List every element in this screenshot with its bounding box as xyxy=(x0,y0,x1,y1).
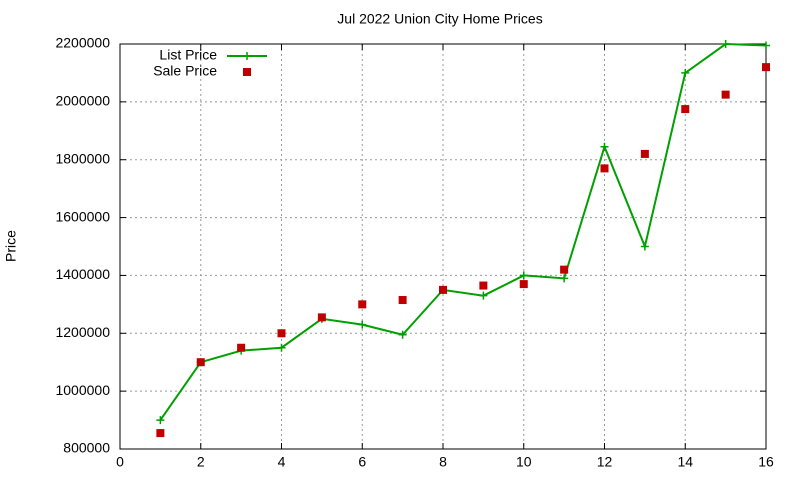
x-tick-label: 0 xyxy=(116,454,124,470)
marker xyxy=(560,274,569,283)
y-tick-label: 1000000 xyxy=(55,382,110,398)
marker xyxy=(479,291,488,300)
marker xyxy=(398,330,407,339)
marker xyxy=(519,271,528,280)
marker xyxy=(600,142,609,151)
legend-label: List Price xyxy=(159,47,217,63)
marker xyxy=(762,41,770,50)
marker xyxy=(519,280,528,289)
marker xyxy=(398,296,407,305)
marker xyxy=(600,164,609,173)
chart-title: Jul 2022 Union City Home Prices xyxy=(337,11,542,27)
marker xyxy=(277,329,286,338)
legend-swatch xyxy=(243,52,251,60)
marker xyxy=(479,281,488,290)
marker xyxy=(156,429,165,438)
x-tick-label: 14 xyxy=(677,454,693,470)
x-tick-label: 10 xyxy=(516,454,532,470)
x-tick-label: 8 xyxy=(439,454,447,470)
marker xyxy=(681,105,690,114)
y-tick-label: 1800000 xyxy=(55,150,110,166)
marker xyxy=(762,63,770,72)
marker xyxy=(317,313,326,322)
x-tick-label: 4 xyxy=(278,454,286,470)
series-line xyxy=(159,42,767,421)
marker xyxy=(196,358,205,367)
legend-label: Sale Price xyxy=(153,63,217,79)
y-tick-label: 2200000 xyxy=(55,35,110,51)
y-tick-label: 800000 xyxy=(63,440,110,456)
marker xyxy=(721,90,730,99)
marker xyxy=(439,285,447,294)
y-tick-label: 1200000 xyxy=(55,324,110,340)
marker xyxy=(277,343,286,352)
x-tick-label: 12 xyxy=(597,454,613,470)
marker xyxy=(640,149,649,158)
x-tick-label: 2 xyxy=(197,454,205,470)
marker xyxy=(237,343,246,352)
marker xyxy=(681,68,690,77)
y-tick-label: 1400000 xyxy=(55,266,110,282)
marker xyxy=(721,40,730,48)
x-tick-label: 16 xyxy=(758,454,774,470)
marker xyxy=(640,242,649,251)
y-tick-label: 2000000 xyxy=(55,93,110,109)
y-axis-label: Price xyxy=(3,230,19,262)
y-tick-label: 1600000 xyxy=(55,208,110,224)
x-tick-label: 6 xyxy=(358,454,366,470)
marker xyxy=(560,265,569,274)
marker xyxy=(358,320,367,329)
legend-swatch xyxy=(243,68,251,76)
plot-frame xyxy=(119,43,767,450)
marker xyxy=(156,416,165,425)
marker xyxy=(358,300,367,309)
